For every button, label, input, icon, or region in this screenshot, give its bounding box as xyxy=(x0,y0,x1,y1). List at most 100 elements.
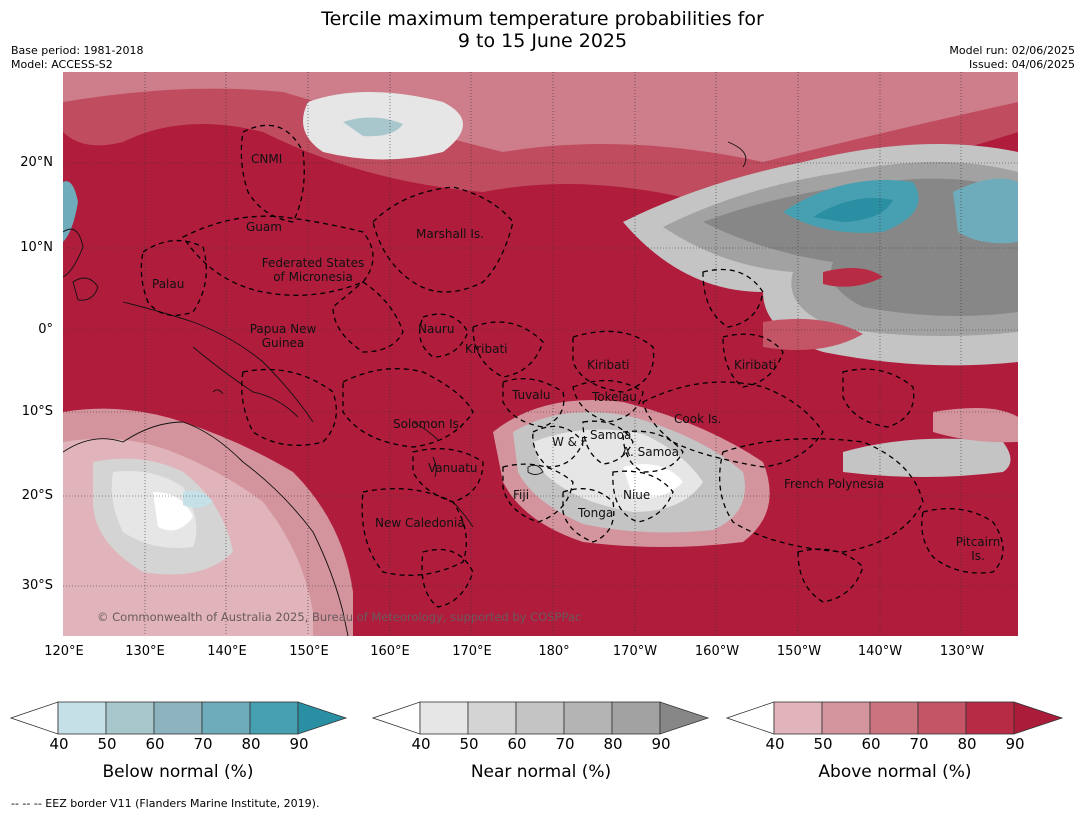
cb1-tick: 50 xyxy=(459,735,479,753)
label-cook: Cook Is. xyxy=(674,412,722,426)
colorbar-title-above: Above normal (%) xyxy=(818,762,972,782)
australia-white xyxy=(153,492,193,531)
eez-kiribati-east xyxy=(722,333,784,388)
eez-fsm-east xyxy=(332,281,404,353)
lon-label-140w: 140°W xyxy=(857,644,903,659)
label-fiji: Fiji xyxy=(513,488,530,502)
model-name: Model: ACCESS-S2 xyxy=(11,58,113,71)
colorbar-segment xyxy=(563,701,613,735)
colorbar-near-normal xyxy=(371,700,712,736)
eez-tonga xyxy=(562,488,615,543)
colorbar-max-extension xyxy=(659,701,710,735)
colorbar-segment xyxy=(773,701,823,735)
new-guinea-south-coast xyxy=(192,346,299,418)
eez-austral xyxy=(797,548,864,603)
eez-tokelau xyxy=(572,379,644,423)
colorbar-min-extension xyxy=(371,701,421,735)
colorbar-segment xyxy=(57,701,107,735)
cb2-tick: 80 xyxy=(957,735,977,753)
colorbar-below-normal xyxy=(9,700,350,736)
colorbar-above-normal xyxy=(725,700,1066,736)
meta-left: Base period: 1981-2018 Model: ACCESS-S2 xyxy=(11,44,143,72)
cb2-tick: 50 xyxy=(813,735,833,753)
southeast-grey-streak xyxy=(843,438,1011,477)
coastlines xyxy=(63,141,747,636)
label-pitcairn: Pitcairn Is. xyxy=(953,535,1003,563)
eez-samoa xyxy=(582,420,634,465)
australia-coast xyxy=(63,421,349,636)
cb2-tick: 70 xyxy=(909,735,929,753)
lat-label-10n: 10°N xyxy=(20,240,53,255)
lon-label-170w: 170°W xyxy=(612,644,658,659)
colorbar-above-svg xyxy=(725,701,1064,735)
label-marshall: Marshall Is. xyxy=(416,227,484,241)
label-png: Papua New Guinea xyxy=(243,322,323,350)
colorbar-segment xyxy=(201,701,251,735)
label-palau: Palau xyxy=(152,277,185,291)
label-png-line1: Papua New xyxy=(249,322,317,336)
eez-norfolk xyxy=(421,548,474,608)
eez-niue xyxy=(612,470,674,523)
cb0-tick: 60 xyxy=(145,735,165,753)
label-kiribati-central: Kiribati xyxy=(587,358,630,372)
colorbar-segment xyxy=(467,701,517,735)
eez-fiji xyxy=(502,463,574,523)
colorbar-max-extension xyxy=(297,701,348,735)
lon-label-150w: 150°W xyxy=(776,644,822,659)
label-pitcairn-line2: Is. xyxy=(971,549,985,563)
colorbar-segment xyxy=(869,701,919,735)
cb2-tick: 90 xyxy=(1005,735,1025,753)
fiji-coast xyxy=(527,464,544,475)
eez-palau xyxy=(140,239,207,316)
lon-label-140e: 140°E xyxy=(207,644,247,659)
lon-label-170e: 170°E xyxy=(452,644,492,659)
map-canvas[interactable]: CNMI Guam Marshall Is. Palau Federated S… xyxy=(63,72,1018,636)
eez-new-caledonia xyxy=(361,488,467,576)
cb0-tick: 80 xyxy=(241,735,261,753)
lat-label-20s: 20°S xyxy=(21,488,53,503)
cb0-tick: 50 xyxy=(97,735,117,753)
base-period: Base period: 1981-2018 xyxy=(11,44,144,57)
lon-label-180: 180° xyxy=(538,644,570,659)
label-american-samoa: A. Samoa xyxy=(622,445,679,459)
colorbar-min-extension xyxy=(725,701,775,735)
vanuatu-coast xyxy=(432,456,437,478)
label-fsm-line1: Federated States xyxy=(261,256,365,270)
colorbar-segment xyxy=(611,701,661,735)
east-near-normal-core xyxy=(703,178,1018,316)
colorbar-segment xyxy=(821,701,871,735)
label-guam: Guam xyxy=(246,220,282,234)
title-line-1: Tercile maximum temperature probabilitie… xyxy=(321,8,764,30)
label-pitcairn-line1: Pitcairn xyxy=(955,535,1001,549)
lat-label-10s: 10°S xyxy=(21,404,53,419)
east-pink-streak xyxy=(763,318,863,351)
meta-right: Model run: 02/06/2025 Issued: 04/06/2025 xyxy=(949,44,1075,72)
eez-cnmi xyxy=(240,124,305,223)
cb0-tick: 70 xyxy=(193,735,213,753)
eez-kiribati-west xyxy=(472,321,544,378)
cb1-tick: 90 xyxy=(651,735,671,753)
cb2-tick: 40 xyxy=(765,735,785,753)
colorbar-below-svg xyxy=(9,701,348,735)
eez-marshall xyxy=(372,186,514,293)
map-title: Tercile maximum temperature probabilitie… xyxy=(0,8,1085,52)
eez-french-polynesia xyxy=(719,438,924,553)
east-red-streak xyxy=(823,268,883,287)
label-niue: Niue xyxy=(623,488,651,502)
hawaii-coast xyxy=(727,141,747,168)
model-run: Model run: 02/06/2025 xyxy=(949,44,1075,57)
colorbar-segment xyxy=(965,701,1015,735)
colorbar-segment xyxy=(105,701,155,735)
eez-footer-note: -- -- -- EEZ border V11 (Flanders Marine… xyxy=(11,797,320,810)
colorbar-segment xyxy=(249,701,299,735)
label-tokelau: Tokelau xyxy=(592,390,637,404)
lat-label-20n: 20°N xyxy=(20,155,53,170)
colorbar-title-below: Below normal (%) xyxy=(102,762,254,782)
eez-borders xyxy=(140,124,1004,608)
eez-nauru xyxy=(419,313,469,358)
label-solomon: Solomon Is. xyxy=(393,417,463,431)
mindanao-coast xyxy=(72,277,99,301)
australia-blue xyxy=(183,490,213,508)
philippines-blue xyxy=(63,181,78,242)
eez-png xyxy=(241,368,337,446)
